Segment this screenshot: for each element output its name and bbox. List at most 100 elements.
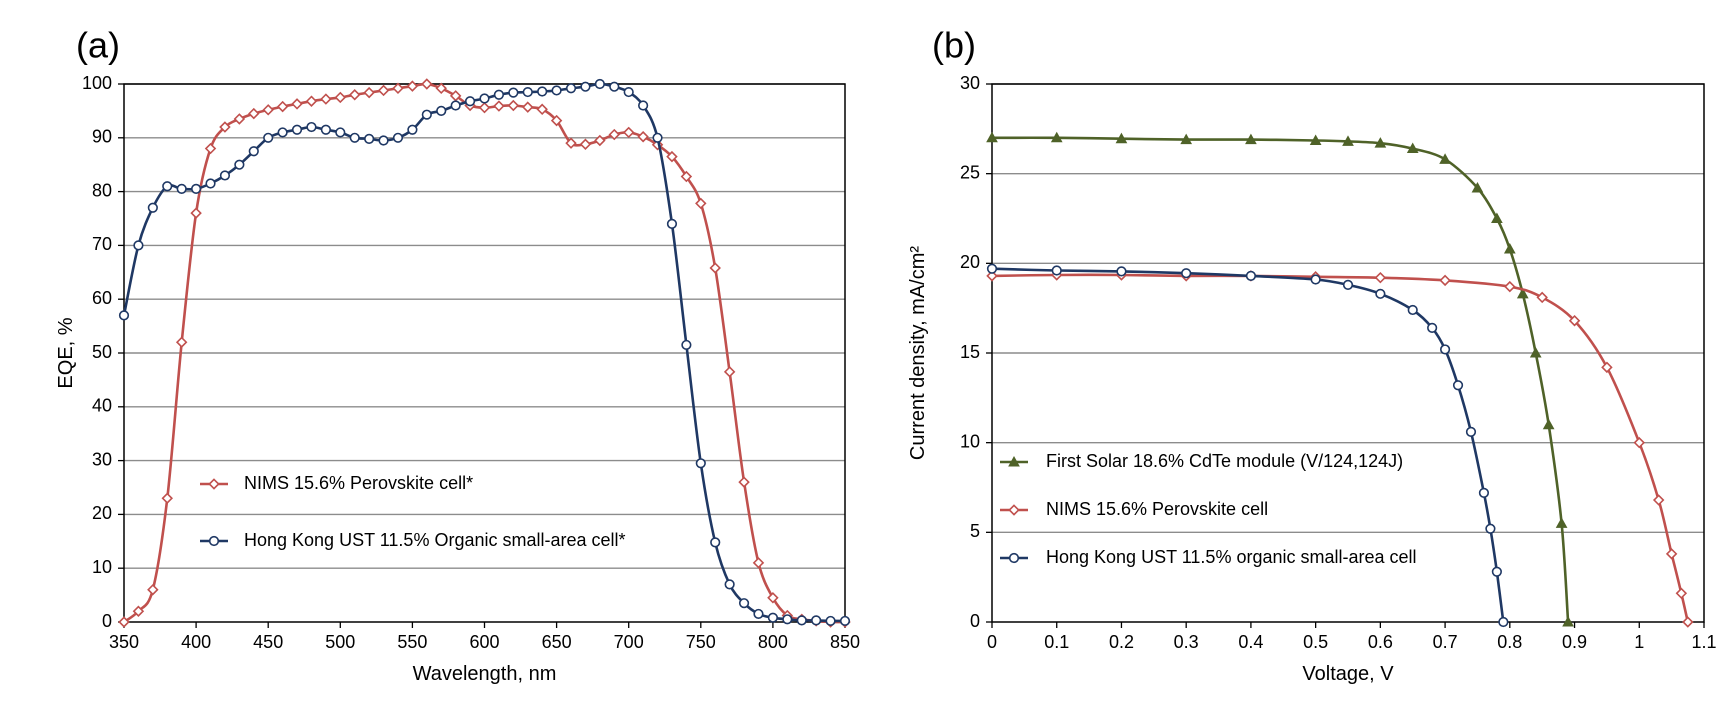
data-point xyxy=(479,93,490,104)
data-point xyxy=(1051,265,1062,276)
data-point xyxy=(1485,523,1496,534)
data-point xyxy=(651,139,664,151)
data-point xyxy=(1529,346,1542,358)
data-point xyxy=(277,127,288,138)
data-point xyxy=(752,557,765,569)
data-point xyxy=(565,83,577,94)
data-point xyxy=(508,87,519,98)
y-tick-label: 10 xyxy=(960,431,980,451)
data-point xyxy=(782,614,793,625)
x-tick-label: 0.4 xyxy=(1238,632,1263,652)
data-point xyxy=(710,537,721,548)
data-point xyxy=(132,605,145,617)
y-tick-label: 60 xyxy=(92,288,112,308)
data-point xyxy=(334,91,347,104)
data-point xyxy=(363,86,375,99)
data-point xyxy=(1498,616,1509,628)
data-point xyxy=(723,366,736,378)
panel-letter: (a) xyxy=(76,25,120,66)
data-point xyxy=(681,339,692,351)
series-line xyxy=(122,82,846,623)
x-tick-label: 0.1 xyxy=(1044,632,1069,652)
y-tick-label: 40 xyxy=(92,396,112,416)
data-point xyxy=(1675,587,1688,600)
legend-label: First Solar 18.6% CdTe module (V/124,124… xyxy=(1046,451,1403,471)
data-point xyxy=(565,137,577,149)
legend-marker xyxy=(208,535,220,547)
data-point xyxy=(1682,616,1694,628)
y-tick-label: 15 xyxy=(960,342,980,362)
series-2 xyxy=(986,263,1509,628)
data-point xyxy=(1562,615,1574,627)
y-tick-label: 30 xyxy=(92,449,112,469)
data-point xyxy=(421,78,433,90)
data-point xyxy=(1633,436,1646,449)
data-point xyxy=(1439,153,1451,164)
data-point xyxy=(738,476,750,488)
y-tick-label: 20 xyxy=(92,503,112,523)
data-point xyxy=(435,82,447,95)
data-point xyxy=(767,592,779,604)
legend-label: NIMS 15.6% Perovskite cell* xyxy=(244,473,473,493)
data-point xyxy=(392,82,404,95)
y-tick-label: 0 xyxy=(102,611,112,631)
data-point xyxy=(637,130,649,143)
series-line xyxy=(991,273,1690,623)
x-tick-label: 650 xyxy=(542,632,572,652)
data-point xyxy=(522,86,533,98)
legend-marker xyxy=(1008,504,1020,516)
y-axis-label: EQE, % xyxy=(55,317,77,388)
data-point xyxy=(536,103,548,116)
y-tick-label: 90 xyxy=(92,127,112,147)
data-point xyxy=(507,99,520,112)
data-point xyxy=(986,270,998,282)
data-point xyxy=(162,181,173,192)
data-point xyxy=(320,124,331,135)
x-tick-label: 750 xyxy=(686,632,716,652)
data-point xyxy=(392,132,404,143)
data-point xyxy=(190,207,202,219)
data-point xyxy=(537,86,548,97)
data-point xyxy=(1374,137,1387,148)
data-point xyxy=(695,458,706,469)
data-point xyxy=(1180,133,1193,145)
y-tick-label: 10 xyxy=(92,557,112,577)
chart-panel-a: (a) 0 10 20 30 40 50 60 70 80 90 100 350 400 450 500 550… xyxy=(55,25,860,685)
data-point xyxy=(724,579,735,590)
data-point xyxy=(364,133,375,144)
data-point xyxy=(550,114,563,127)
data-point xyxy=(522,101,534,113)
x-axis-label: Wavelength, nm xyxy=(413,663,557,685)
data-point xyxy=(118,310,130,321)
data-point xyxy=(1245,133,1257,145)
legend-marker xyxy=(1008,455,1020,467)
x-tick-label: 0.9 xyxy=(1562,632,1587,652)
data-point xyxy=(291,98,303,110)
data-point xyxy=(262,104,274,116)
data-point xyxy=(436,105,447,116)
legend-entry: NIMS 15.6% Perovskite cell xyxy=(1000,499,1268,519)
data-point xyxy=(234,159,245,170)
data-point xyxy=(594,78,605,90)
data-point xyxy=(133,240,144,251)
data-point xyxy=(1342,135,1354,146)
x-tick-label: 350 xyxy=(109,632,139,652)
data-point xyxy=(622,126,635,139)
y-tick-label: 20 xyxy=(960,252,980,272)
data-point xyxy=(580,81,591,92)
data-point xyxy=(767,612,779,623)
series-0 xyxy=(118,78,851,628)
data-point xyxy=(464,96,476,107)
series-line xyxy=(991,136,1570,623)
data-point xyxy=(1439,274,1451,287)
data-point xyxy=(1115,132,1128,144)
chart-panel-b: (b) 0 5 10 15 20 25 30 0 0.1 0.2 0.3 0.4 0.5 0.6 0.7 0.8… xyxy=(907,25,1717,685)
x-tick-label: 800 xyxy=(758,632,788,652)
y-axis-label: Current density, mA/cm² xyxy=(907,246,929,460)
data-point xyxy=(1407,304,1418,316)
data-point xyxy=(1536,291,1548,304)
data-point xyxy=(652,132,663,143)
data-point xyxy=(666,150,678,163)
